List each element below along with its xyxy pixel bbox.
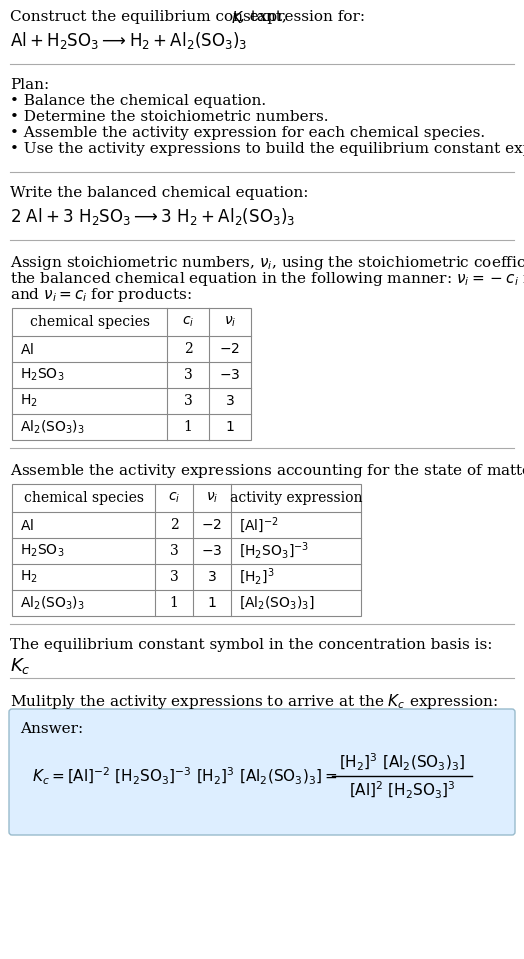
Text: 2: 2 <box>183 342 192 356</box>
Text: $\nu_i$: $\nu_i$ <box>206 491 218 505</box>
Text: Assign stoichiometric numbers, $\nu_i$, using the stoichiometric coefficients, $: Assign stoichiometric numbers, $\nu_i$, … <box>10 254 524 272</box>
Text: The equilibrium constant symbol in the concentration basis is:: The equilibrium constant symbol in the c… <box>10 638 493 652</box>
Text: $\mathrm{Al}$: $\mathrm{Al}$ <box>20 341 34 357</box>
Text: 3: 3 <box>170 570 178 584</box>
Text: $c_i$: $c_i$ <box>168 491 180 505</box>
Text: $\mathrm{[H_2]^{3}}$: $\mathrm{[H_2]^{3}}$ <box>239 567 275 587</box>
Text: $\mathrm{2\ Al + 3\ H_2SO_3 \longrightarrow 3\ H_2 + Al_2(SO_3)_3}$: $\mathrm{2\ Al + 3\ H_2SO_3 \longrightar… <box>10 206 296 227</box>
Text: chemical species: chemical species <box>24 491 144 505</box>
Text: $K_c$: $K_c$ <box>10 656 30 676</box>
Text: $c_i$: $c_i$ <box>182 315 194 329</box>
Text: • Use the activity expressions to build the equilibrium constant expression.: • Use the activity expressions to build … <box>10 142 524 156</box>
Text: $\nu_i$: $\nu_i$ <box>224 315 236 329</box>
Text: Write the balanced chemical equation:: Write the balanced chemical equation: <box>10 186 309 200</box>
Text: $K_c = \mathrm{[Al]^{-2}\ [H_2SO_3]^{-3}\ [H_2]^{3}\ [Al_2(SO_3)_3]}$$ = $: $K_c = \mathrm{[Al]^{-2}\ [H_2SO_3]^{-3}… <box>32 765 337 786</box>
Text: $3$: $3$ <box>207 570 217 584</box>
Text: $-2$: $-2$ <box>202 518 223 532</box>
Text: • Balance the chemical equation.: • Balance the chemical equation. <box>10 94 266 108</box>
Text: the balanced chemical equation in the following manner: $\nu_i = -c_i$ for react: the balanced chemical equation in the fo… <box>10 270 524 288</box>
Text: Construct the equilibrium constant,: Construct the equilibrium constant, <box>10 10 292 24</box>
Bar <box>12 308 251 440</box>
Text: $\mathrm{Al_2(SO_3)_3}$: $\mathrm{Al_2(SO_3)_3}$ <box>20 595 85 612</box>
Text: 2: 2 <box>170 518 178 532</box>
Text: Answer:: Answer: <box>20 722 83 736</box>
Text: $\mathrm{[Al]^{-2}}$: $\mathrm{[Al]^{-2}}$ <box>239 515 279 535</box>
Text: 1: 1 <box>170 596 179 610</box>
Text: $\mathrm{H_2SO_3}$: $\mathrm{H_2SO_3}$ <box>20 366 64 384</box>
Text: $-2$: $-2$ <box>220 342 241 356</box>
FancyBboxPatch shape <box>9 709 515 835</box>
Text: $\mathrm{H_2}$: $\mathrm{H_2}$ <box>20 393 38 409</box>
Text: Plan:: Plan: <box>10 78 49 92</box>
Text: $1$: $1$ <box>207 596 217 610</box>
Text: $\mathrm{Al + H_2SO_3 \longrightarrow H_2 + Al_2(SO_3)_3}$: $\mathrm{Al + H_2SO_3 \longrightarrow H_… <box>10 30 247 51</box>
Text: 3: 3 <box>183 394 192 408</box>
Text: $K$: $K$ <box>232 10 244 26</box>
Text: $1$: $1$ <box>225 420 235 434</box>
Text: chemical species: chemical species <box>29 315 149 329</box>
Text: $\mathrm{[Al_2(SO_3)_3]}$: $\mathrm{[Al_2(SO_3)_3]}$ <box>239 595 315 612</box>
Text: • Assemble the activity expression for each chemical species.: • Assemble the activity expression for e… <box>10 126 485 140</box>
Text: , expression for:: , expression for: <box>241 10 366 24</box>
Text: $\mathrm{H_2SO_3}$: $\mathrm{H_2SO_3}$ <box>20 543 64 559</box>
Text: 3: 3 <box>170 544 178 558</box>
Text: $\mathrm{Al_2(SO_3)_3}$: $\mathrm{Al_2(SO_3)_3}$ <box>20 418 85 435</box>
Text: $\mathrm{Al}$: $\mathrm{Al}$ <box>20 518 34 532</box>
Text: 1: 1 <box>183 420 192 434</box>
Text: activity expression: activity expression <box>230 491 362 505</box>
Text: $\mathrm{[H_2SO_3]^{-3}}$: $\mathrm{[H_2SO_3]^{-3}}$ <box>239 541 309 561</box>
Text: $\mathrm{[Al]^2\ [H_2SO_3]^3}$: $\mathrm{[Al]^2\ [H_2SO_3]^3}$ <box>348 780 455 801</box>
Text: Mulitply the activity expressions to arrive at the $K_c$ expression:: Mulitply the activity expressions to arr… <box>10 692 498 711</box>
Bar <box>12 484 361 616</box>
Text: 3: 3 <box>183 368 192 382</box>
Text: • Determine the stoichiometric numbers.: • Determine the stoichiometric numbers. <box>10 110 329 124</box>
Text: $-3$: $-3$ <box>220 368 241 382</box>
Text: $-3$: $-3$ <box>201 544 223 558</box>
Text: Assemble the activity expressions accounting for the state of matter and $\nu_i$: Assemble the activity expressions accoun… <box>10 462 524 480</box>
Text: and $\nu_i = c_i$ for products:: and $\nu_i = c_i$ for products: <box>10 286 192 304</box>
Text: $\mathrm{H_2}$: $\mathrm{H_2}$ <box>20 569 38 585</box>
Text: $3$: $3$ <box>225 394 235 408</box>
Text: $\mathrm{[H_2]^3\ [Al_2(SO_3)_3]}$: $\mathrm{[H_2]^3\ [Al_2(SO_3)_3]}$ <box>339 752 465 773</box>
